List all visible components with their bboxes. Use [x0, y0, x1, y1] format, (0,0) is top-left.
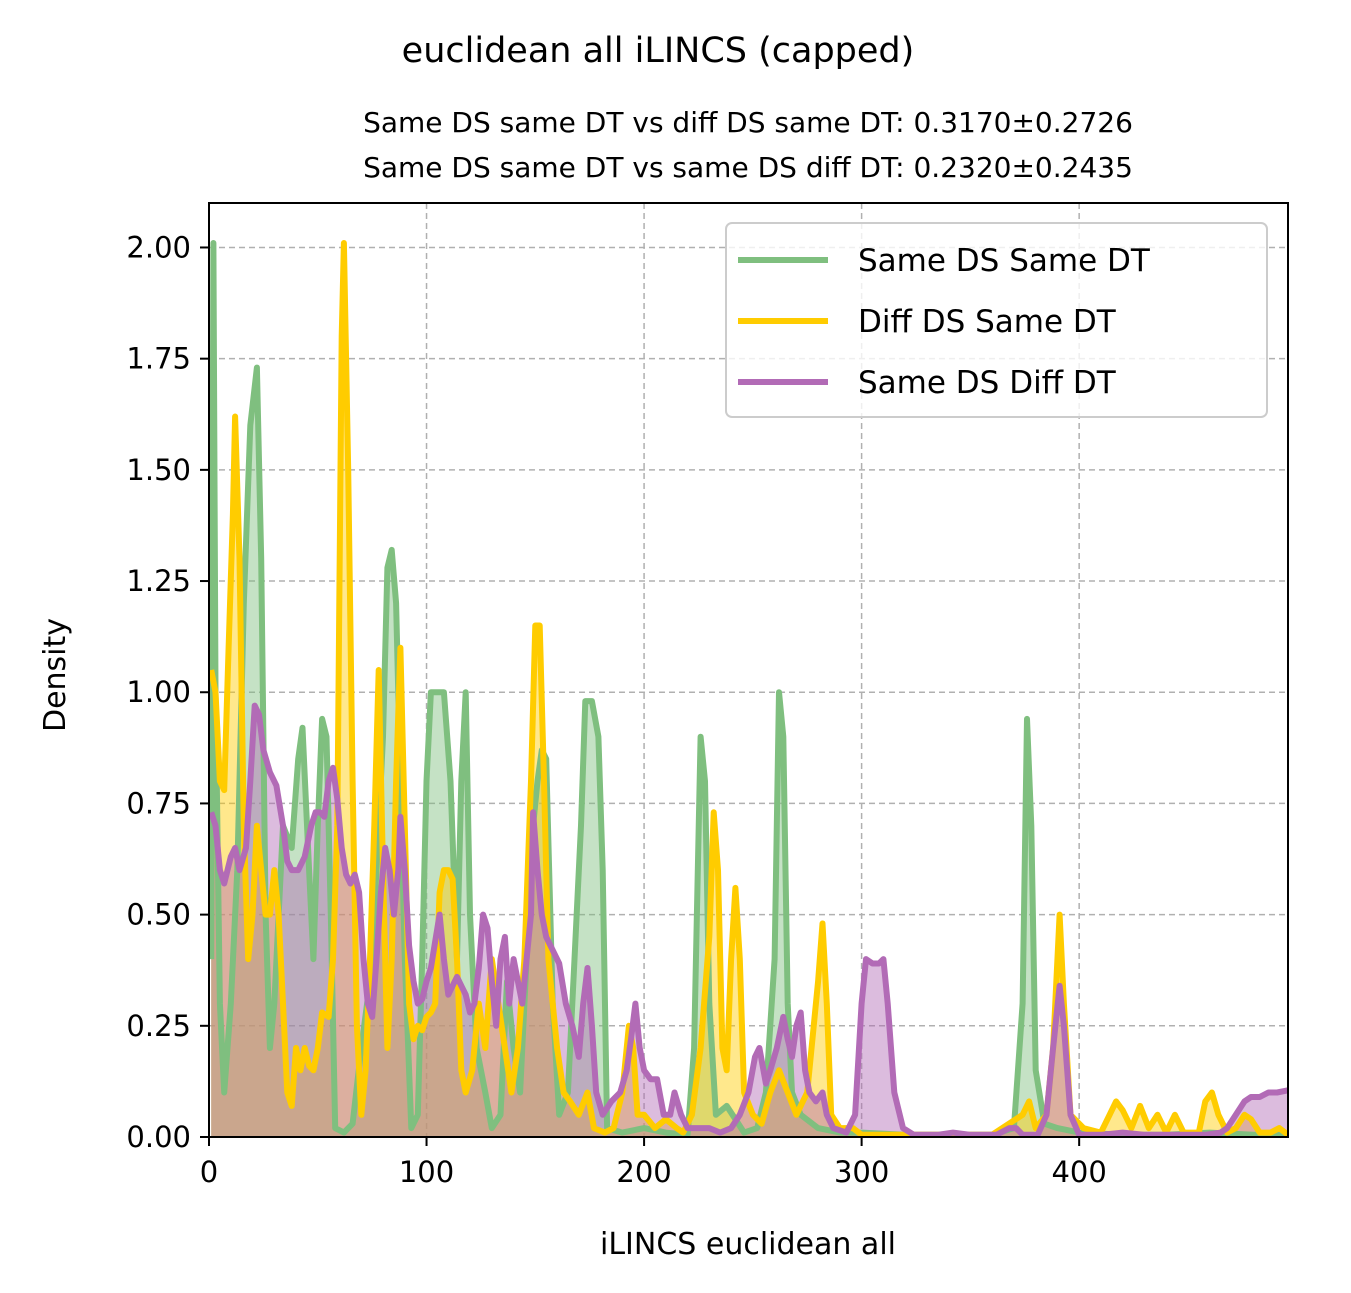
series-line-2 [209, 240, 1288, 1137]
chart-title: euclidean all iLINCS (capped) [402, 31, 915, 71]
y-axis-ticks: 0.00 0.25 0.50 0.75 1.00 1.25 1.50 1.75 2.00 [126, 230, 209, 1154]
x-axis-label: iLINCS euclidean all [600, 1227, 896, 1262]
legend: Same DS Same DT Diff DS Same DT Same DS Di… [725, 222, 1268, 418]
y-tick-label: 1.25 [126, 564, 191, 598]
y-tick-label: 0.25 [126, 1009, 191, 1043]
series-lines [209, 240, 1288, 1137]
x-tick-label: 100 [399, 1155, 454, 1189]
legend-label-1: Same DS Same DT [858, 243, 1151, 279]
x-tick-label: 0 [200, 1155, 218, 1189]
x-axis-ticks: 0 100 200 300 400 [200, 1137, 1107, 1189]
x-tick-label: 200 [616, 1155, 671, 1189]
y-tick-label: 1.50 [126, 453, 191, 487]
y-tick-label: 1.00 [126, 675, 191, 709]
series-line-3 [209, 702, 1288, 1137]
legend-label-2: Diff DS Same DT [858, 304, 1117, 340]
y-axis-label: Density [38, 618, 73, 732]
legend-label-3: Same DS Diff DT [858, 365, 1117, 401]
x-tick-label: 400 [1051, 1155, 1106, 1189]
series-line-1 [209, 240, 1288, 1137]
chart-subtitle-line-1: Same DS same DT vs diff DS same DT: 0.31… [363, 106, 1133, 139]
legend-box [725, 222, 1268, 418]
plot-frame [208, 202, 1289, 1138]
x-tick-label: 300 [834, 1155, 889, 1189]
chart-subtitle-line-2: Same DS same DT vs same DS diff DT: 0.23… [363, 151, 1133, 184]
y-tick-label: 2.00 [126, 230, 191, 264]
y-tick-label: 0.75 [126, 786, 191, 820]
y-tick-label: 1.75 [126, 342, 191, 376]
y-tick-label: 0.00 [126, 1120, 191, 1154]
y-tick-label: 0.50 [126, 898, 191, 932]
